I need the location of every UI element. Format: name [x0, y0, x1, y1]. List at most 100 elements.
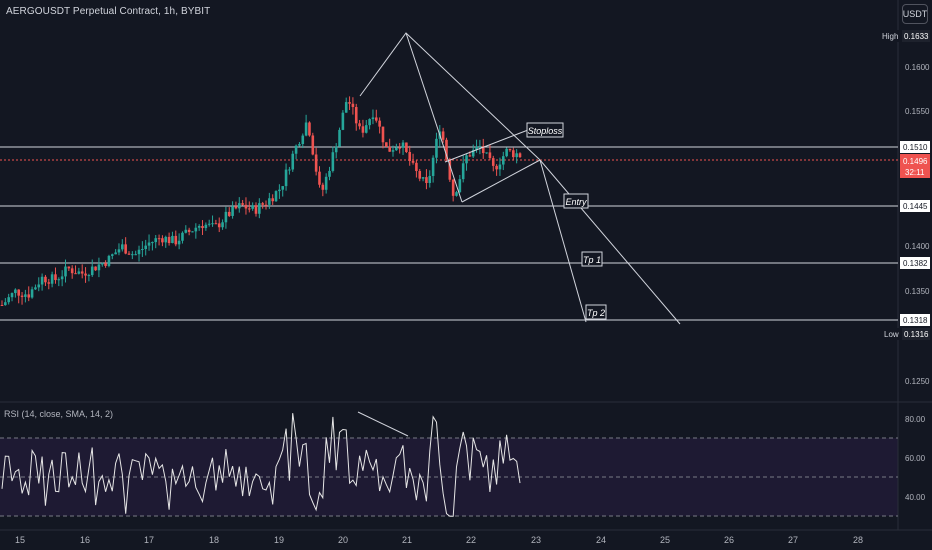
candle-body — [381, 126, 385, 143]
low-value: 0.1316 — [904, 330, 929, 339]
wedge-lower-line[interactable] — [461, 159, 541, 203]
candle-body — [121, 244, 124, 250]
time-axis[interactable]: 15 16 17 18 19 20 21 22 23 24 25 26 27 2… — [15, 535, 863, 545]
candle-body — [64, 266, 67, 277]
candle-body — [151, 242, 154, 244]
candle-body — [278, 189, 281, 192]
candle-body — [314, 154, 318, 172]
level-value-1318: 0.1318 — [903, 316, 928, 325]
candle-body — [4, 302, 7, 306]
candle-body — [385, 142, 388, 147]
candle-body — [458, 179, 462, 193]
candle-body — [194, 227, 198, 232]
candle-body — [308, 122, 311, 136]
level-value-1510: 0.1510 — [903, 143, 928, 152]
candle-body — [328, 170, 331, 177]
candle-body — [481, 146, 485, 154]
candle-body — [368, 119, 371, 126]
candle-body — [217, 223, 221, 228]
high-value: 0.1633 — [904, 32, 929, 41]
candle-body — [298, 144, 301, 146]
candle-body — [348, 102, 351, 104]
time-tick-20: 20 — [338, 535, 348, 545]
candle-body — [371, 117, 375, 120]
stoploss-pointer-line[interactable] — [444, 129, 529, 163]
candle-body — [361, 126, 365, 133]
candle-body — [10, 293, 14, 298]
rsi-pane[interactable]: 80.00 60.00 40.00 — [0, 413, 926, 517]
time-tick-24: 24 — [596, 535, 606, 545]
candle-body — [291, 153, 295, 170]
candle-body — [258, 203, 261, 214]
time-tick-23: 23 — [531, 535, 541, 545]
candle-body — [288, 169, 291, 171]
pattern-leg-line[interactable] — [405, 32, 463, 203]
candle-body — [251, 205, 254, 209]
candle-body — [448, 159, 452, 180]
candle-body — [37, 284, 41, 288]
candle-body — [485, 152, 488, 154]
candle-body — [515, 153, 518, 158]
price-tick-1400: 0.1400 — [905, 242, 930, 251]
candle-body — [254, 205, 258, 214]
rsi-tick-80: 80.00 — [905, 415, 926, 424]
price-axis[interactable]: High 0.1633 0.1600 0.1550 0.1400 0.1350 … — [878, 30, 930, 386]
candle-body — [304, 122, 308, 136]
candle-body — [364, 125, 368, 133]
candle-body — [501, 156, 505, 165]
annotation-labels: Stoploss Entry Tp 1 Tp 2 — [526, 122, 607, 320]
candle-body — [468, 155, 472, 157]
stoploss-label[interactable]: Stoploss — [528, 126, 563, 136]
candle-body — [84, 273, 87, 276]
candle-body — [234, 206, 238, 209]
candle-body — [301, 135, 305, 145]
candle-body — [87, 275, 91, 277]
candle-body — [354, 107, 358, 124]
candle-body — [461, 163, 465, 180]
time-tick-22: 22 — [466, 535, 476, 545]
currency-button[interactable]: USDT — [902, 4, 928, 24]
tp1-label[interactable]: Tp 1 — [583, 255, 601, 265]
tp2-projection-line[interactable] — [539, 159, 587, 323]
rsi-indicator-label[interactable]: RSI (14, close, SMA, 14, 2) — [4, 409, 114, 419]
candle-body — [90, 266, 94, 276]
candle-body — [271, 198, 274, 202]
candle-body — [318, 171, 321, 185]
candle-body — [144, 245, 148, 250]
candle-body — [137, 249, 141, 255]
candle-body — [421, 177, 425, 179]
candle-body — [331, 152, 335, 171]
candle-body — [324, 176, 328, 190]
time-tick-18: 18 — [209, 535, 219, 545]
candle-body — [244, 204, 248, 209]
candle-body — [268, 198, 271, 205]
candle-body — [505, 148, 508, 157]
candle-body — [181, 232, 184, 241]
tp2-label[interactable]: Tp 2 — [587, 308, 605, 318]
candle-body — [284, 169, 288, 187]
candle-body — [60, 276, 64, 280]
candle-body — [44, 276, 47, 283]
candle-body — [100, 263, 104, 265]
rsi-tick-60: 60.00 — [905, 454, 926, 463]
candle-body — [338, 129, 341, 147]
candle-body — [211, 223, 214, 225]
candle-body — [164, 236, 168, 243]
candle-body — [124, 244, 127, 254]
candle-body — [455, 192, 458, 196]
price-tick-1250: 0.1250 — [905, 377, 930, 386]
low-label: Low — [884, 330, 899, 339]
triangle-pattern-line[interactable] — [359, 32, 681, 325]
time-tick-26: 26 — [724, 535, 734, 545]
price-tick-1600: 0.1600 — [905, 63, 930, 72]
candle-body — [97, 264, 101, 271]
candle-body — [351, 103, 355, 108]
candle-body — [391, 150, 395, 152]
candle-body — [418, 171, 422, 179]
entry-label[interactable]: Entry — [565, 197, 587, 207]
rsi-divergence-line[interactable] — [357, 411, 409, 437]
candle-body — [435, 138, 438, 158]
drawings[interactable] — [357, 32, 681, 437]
candle-body — [27, 294, 31, 298]
